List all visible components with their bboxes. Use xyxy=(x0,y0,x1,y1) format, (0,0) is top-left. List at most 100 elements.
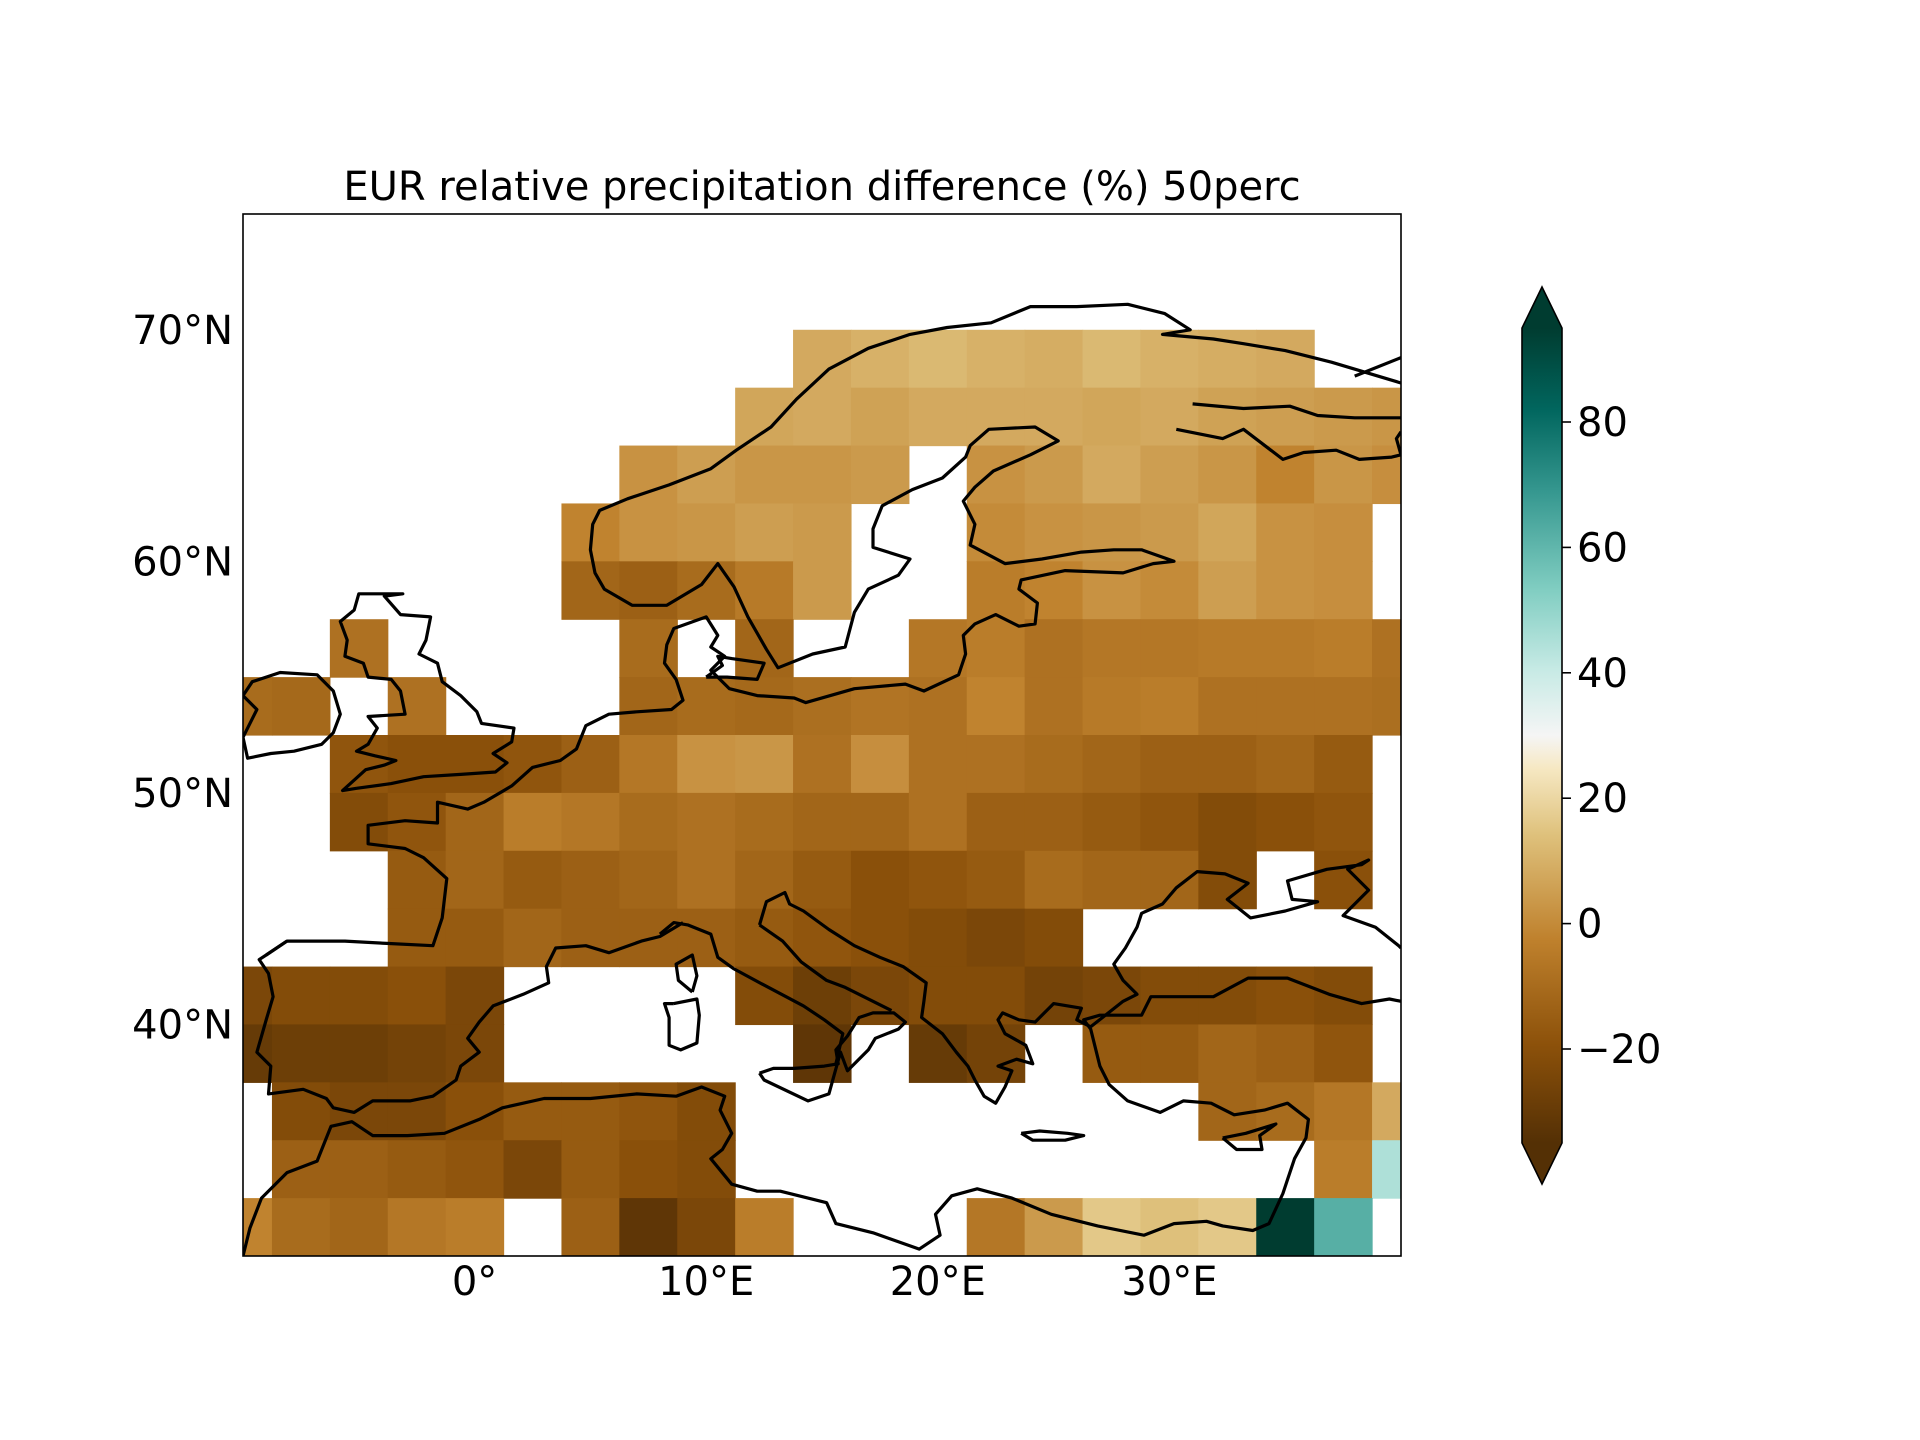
grid-cell xyxy=(793,561,852,620)
grid-cell xyxy=(503,850,563,910)
grid-cell xyxy=(619,561,678,620)
grid-cell xyxy=(445,908,505,968)
grid-cell xyxy=(1024,619,1084,678)
grid-cell xyxy=(908,329,968,389)
grid-cell xyxy=(387,850,447,910)
grid-cell xyxy=(1314,735,1373,794)
grid-cell xyxy=(735,677,794,736)
x-tick-label: 0° xyxy=(452,1259,497,1305)
grid-cell xyxy=(735,1198,794,1256)
grid-cell xyxy=(793,329,852,389)
grid-cell xyxy=(1082,329,1142,389)
grid-cell xyxy=(1256,503,1315,562)
grid-cell xyxy=(1256,561,1315,620)
grid-cell xyxy=(677,561,736,620)
grid-cell xyxy=(1314,619,1373,678)
colorbar-tick-label: 40 xyxy=(1577,651,1628,697)
colorbar: 80 60 40 20 0 −20 xyxy=(1521,285,1661,1186)
grid-cell xyxy=(387,1024,447,1083)
grid-cell xyxy=(445,850,505,910)
grid-cell xyxy=(1024,792,1084,852)
grid-cell xyxy=(677,503,736,562)
grid-cell xyxy=(561,735,620,794)
grid-cell xyxy=(561,1140,620,1199)
grid-cell xyxy=(677,850,736,910)
grid-cell xyxy=(1140,792,1199,852)
grid-cell xyxy=(1140,735,1199,794)
grid-cell xyxy=(908,850,968,910)
grid-cell xyxy=(1082,1198,1142,1256)
coastline xyxy=(1221,1122,1278,1152)
grid-cell xyxy=(966,619,1026,678)
grid-cell xyxy=(966,850,1026,910)
grid-cell xyxy=(1256,966,1315,1026)
grid-cell xyxy=(1198,677,1257,736)
grid-cell xyxy=(1314,850,1373,910)
grid-cell xyxy=(850,792,910,852)
grid-cell xyxy=(1256,735,1315,794)
grid-cell xyxy=(1256,1198,1315,1256)
coastline xyxy=(757,890,1092,1105)
grid-cell xyxy=(966,792,1026,852)
colorbar-tick-label: 80 xyxy=(1577,400,1628,446)
grid-cell xyxy=(1140,1024,1199,1083)
grid-cell xyxy=(1140,1198,1199,1256)
colorbar-min-extend xyxy=(1522,1143,1562,1184)
precipitation-grid-cells xyxy=(243,329,1401,1256)
grid-cell xyxy=(1024,387,1084,447)
grid-cell xyxy=(619,850,678,910)
grid-cell xyxy=(793,445,852,505)
grid-cell xyxy=(619,503,678,562)
coastline xyxy=(243,670,342,760)
grid-cell xyxy=(387,908,447,968)
grid-cell xyxy=(445,1198,505,1256)
grid-cell xyxy=(1024,966,1084,1026)
map-area xyxy=(243,302,1401,1256)
coastline xyxy=(1354,356,1401,378)
grid-cell xyxy=(850,329,910,389)
colorbar-max-extend xyxy=(1522,287,1562,328)
coastline xyxy=(658,920,845,1065)
y-tick-label: 40°N xyxy=(132,1002,233,1048)
grid-cell xyxy=(793,735,852,794)
coastline xyxy=(255,921,684,1115)
grid-cell xyxy=(677,792,736,852)
grid-cell xyxy=(1140,445,1199,505)
grid-cell xyxy=(1024,908,1084,968)
grid-cell xyxy=(329,1140,389,1199)
grid-cell xyxy=(387,1140,447,1199)
grid-cell xyxy=(1314,1198,1373,1256)
y-tick-label: 60°N xyxy=(132,539,233,585)
coastline xyxy=(758,1011,908,1103)
grid-cell xyxy=(908,619,968,678)
grid-cell xyxy=(445,735,505,794)
grid-cell xyxy=(619,1198,678,1256)
grid-cell xyxy=(735,908,794,968)
grid-cell xyxy=(1314,792,1373,852)
coastline xyxy=(705,654,766,682)
grid-cell xyxy=(503,1140,563,1199)
grid-cell xyxy=(1082,735,1142,794)
grid-cell xyxy=(1256,792,1315,852)
grid-cell xyxy=(387,735,447,794)
grid-cell xyxy=(677,735,736,794)
grid-cell xyxy=(793,792,852,852)
grid-cell xyxy=(966,1198,1026,1256)
colorbar-tick-label: 0 xyxy=(1577,902,1602,948)
grid-cell xyxy=(793,850,852,910)
grid-cell xyxy=(329,1024,389,1083)
grid-cell xyxy=(908,908,968,968)
grid-cell xyxy=(1082,619,1142,678)
grid-cell xyxy=(1140,619,1199,678)
grid-cell xyxy=(1372,1082,1401,1141)
grid-cell xyxy=(1082,850,1142,910)
grid-cell xyxy=(1024,329,1084,389)
grid-cell xyxy=(966,908,1026,968)
grid-cell xyxy=(1256,329,1315,389)
x-tick-label: 10°E xyxy=(658,1259,754,1305)
grid-cell xyxy=(1024,735,1084,794)
grid-cell xyxy=(966,966,1026,1026)
grid-cell xyxy=(1198,1024,1257,1083)
grid-cell xyxy=(1140,850,1199,910)
grid-cell xyxy=(735,792,794,852)
